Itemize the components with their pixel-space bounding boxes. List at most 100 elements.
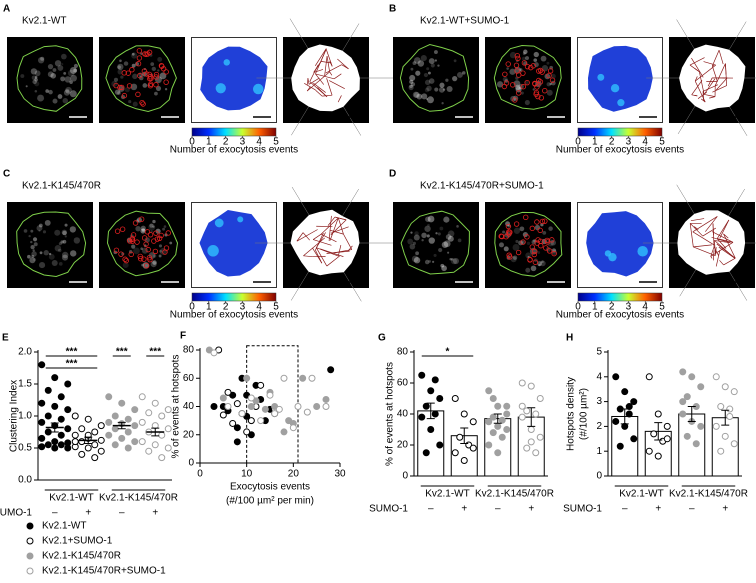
data-point bbox=[257, 381, 265, 389]
fluorescence-spot bbox=[428, 260, 432, 263]
voronoi-edge bbox=[690, 218, 705, 222]
event-marker bbox=[143, 51, 149, 58]
fluorescence-spot bbox=[447, 235, 454, 242]
event-marker bbox=[542, 88, 548, 94]
condition-sign: – bbox=[689, 504, 695, 515]
colorbar bbox=[577, 292, 663, 302]
event-marker bbox=[129, 67, 135, 73]
event-marker bbox=[547, 68, 554, 74]
x-tick-label: 20 bbox=[288, 469, 300, 480]
fluorescence-spot bbox=[408, 84, 414, 91]
voronoi-edge bbox=[306, 86, 311, 92]
error-bar bbox=[84, 436, 93, 445]
x-tick-label: 30 bbox=[334, 469, 346, 480]
voronoi-edge bbox=[725, 63, 727, 75]
data-point bbox=[44, 428, 52, 436]
voronoi-edge bbox=[327, 216, 336, 226]
fluorescence-spot bbox=[452, 258, 460, 265]
fluorescence-spot bbox=[61, 63, 64, 66]
fluorescence-spot bbox=[525, 56, 529, 61]
event-marker bbox=[136, 48, 143, 54]
fluorescence-spot bbox=[438, 248, 443, 253]
panel-letter: B bbox=[389, 4, 396, 15]
data-point bbox=[164, 444, 172, 452]
fluorescence-spot bbox=[64, 235, 67, 238]
colorbar-tick-label: 5 bbox=[659, 137, 665, 148]
data-point bbox=[418, 371, 426, 379]
event-marker bbox=[502, 71, 508, 77]
colorbar-tick-label: 4 bbox=[256, 302, 262, 313]
heatmap-cell bbox=[200, 46, 268, 111]
data-point bbox=[111, 412, 119, 420]
y-tick-label: 80 bbox=[397, 347, 409, 358]
colorbar-tick-label: 4 bbox=[642, 302, 648, 313]
voronoi-edge bbox=[716, 238, 727, 249]
event-marker bbox=[136, 55, 143, 61]
event-marker bbox=[141, 235, 148, 241]
event-marker bbox=[122, 256, 128, 262]
data-point bbox=[280, 428, 288, 436]
data-point bbox=[124, 415, 132, 423]
x-tick-label: 10 bbox=[241, 469, 253, 480]
voronoi-edge bbox=[689, 223, 694, 247]
y-tick-label: 20 bbox=[183, 429, 195, 440]
event-marker bbox=[144, 229, 151, 235]
error-bar bbox=[117, 421, 126, 430]
micrograph bbox=[485, 37, 571, 123]
fluorescence-spot bbox=[70, 250, 77, 257]
fluorescence-spot bbox=[433, 50, 438, 54]
fluorescence-spot bbox=[515, 84, 521, 91]
event-marker bbox=[139, 99, 145, 106]
fluorescence-spot bbox=[123, 61, 129, 66]
data-point bbox=[616, 442, 624, 450]
fluorescence-spot bbox=[425, 97, 429, 101]
colorbar-tick-label: 2 bbox=[609, 302, 615, 313]
event-marker bbox=[145, 246, 151, 253]
fluorescence-spot bbox=[158, 244, 163, 248]
fluorescence-spot bbox=[509, 68, 516, 75]
fluorescence-spot bbox=[34, 81, 40, 87]
data-point bbox=[518, 402, 526, 410]
colorbar-tick-label: 3 bbox=[240, 302, 246, 313]
data-point bbox=[118, 434, 126, 442]
panel-letter: F bbox=[180, 331, 186, 342]
fluorescence-spot bbox=[550, 73, 556, 79]
voronoi-edge bbox=[313, 82, 326, 93]
fluorescence-spot bbox=[410, 67, 414, 71]
colorbar-tick-label: 0 bbox=[575, 137, 581, 148]
data-point bbox=[289, 424, 297, 432]
voronoi-edge bbox=[313, 69, 324, 73]
data-point bbox=[712, 422, 720, 430]
fluorescence-spot bbox=[427, 96, 434, 104]
event-marker bbox=[512, 97, 518, 103]
colorbar-tick-label: 2 bbox=[223, 137, 229, 148]
data-point bbox=[57, 393, 65, 401]
voronoi-edge bbox=[320, 217, 339, 235]
voronoi-ray bbox=[289, 18, 309, 49]
colorbar-tick-label: 3 bbox=[626, 137, 632, 148]
voronoi-edge bbox=[704, 94, 716, 97]
data-point bbox=[422, 402, 430, 410]
fluorescence-spot bbox=[151, 66, 157, 72]
data-point bbox=[503, 426, 511, 433]
voronoi-ray bbox=[679, 269, 697, 297]
data-point bbox=[654, 452, 662, 460]
data-point bbox=[730, 440, 738, 448]
event-marker bbox=[123, 257, 130, 264]
voronoi-edge bbox=[714, 240, 716, 254]
x-axis-title: Exocytosis events bbox=[230, 482, 310, 493]
y-axis-title: Hotspots density bbox=[566, 377, 577, 451]
y-tick-label: 1.0 bbox=[18, 411, 32, 422]
data-point bbox=[44, 386, 52, 394]
data-point bbox=[625, 410, 633, 418]
heatmap-hotspot bbox=[207, 245, 219, 257]
voronoi-edge bbox=[307, 78, 310, 85]
fluorescence-spot bbox=[29, 257, 36, 264]
heatmap-hotspot bbox=[215, 83, 226, 94]
voronoi-edge bbox=[694, 64, 716, 82]
event-marker bbox=[544, 239, 551, 245]
fluorescence-spot bbox=[502, 230, 506, 234]
fluorescence-spot bbox=[69, 80, 73, 84]
data-point bbox=[51, 402, 59, 410]
fluorescence-spot bbox=[519, 226, 525, 232]
